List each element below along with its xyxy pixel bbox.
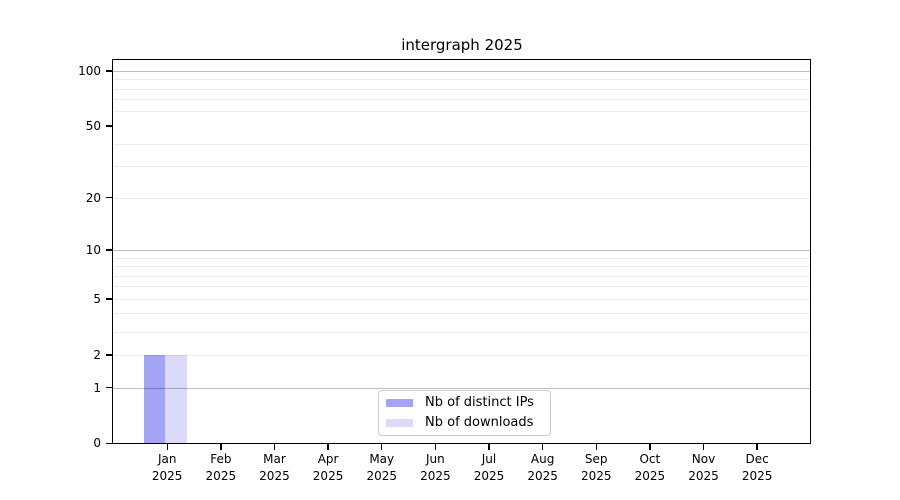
x-tick-label: Mar 2025 bbox=[244, 451, 304, 485]
y-tick-label: 2 bbox=[93, 347, 101, 362]
y-tick-label: 5 bbox=[93, 291, 101, 306]
x-tick-label-month: Jan bbox=[157, 452, 177, 466]
x-tick-label-month: Oct bbox=[639, 452, 661, 466]
x-tick-label-month: May bbox=[369, 452, 395, 466]
legend-swatch-downloads bbox=[386, 419, 413, 427]
x-tick-label: Aug 2025 bbox=[513, 451, 573, 485]
plot-area-border bbox=[112, 59, 811, 444]
x-tick-label-month: Apr bbox=[317, 452, 339, 466]
x-tick-label-year: 2025 bbox=[366, 469, 397, 483]
x-tick bbox=[756, 443, 758, 450]
x-tick-label: Jun 2025 bbox=[405, 451, 465, 485]
legend-item-downloads: Nb of downloads bbox=[379, 413, 550, 433]
x-tick bbox=[595, 443, 597, 450]
x-tick-label: Jan 2025 bbox=[137, 451, 197, 485]
x-tick bbox=[488, 443, 490, 450]
x-tick-label-year: 2025 bbox=[634, 469, 666, 483]
x-tick-label-month: Mar bbox=[263, 452, 286, 466]
y-tick-label: 10 bbox=[85, 242, 101, 257]
x-tick-label-month: Dec bbox=[745, 452, 769, 466]
x-tick-label-year: 2025 bbox=[688, 469, 719, 483]
y-tick-label: 50 bbox=[85, 118, 101, 133]
x-tick-label: Apr 2025 bbox=[298, 451, 358, 485]
x-tick-label-year: 2025 bbox=[205, 469, 237, 483]
x-tick bbox=[381, 443, 383, 450]
x-tick bbox=[702, 443, 705, 450]
x-tick-label-month: Sep bbox=[584, 452, 608, 466]
legend: Nb of distinct IPs Nb of downloads bbox=[378, 390, 551, 436]
x-tick-label: Dec 2025 bbox=[727, 451, 787, 485]
x-tick bbox=[327, 443, 329, 450]
y-tick-label: 1 bbox=[93, 380, 101, 395]
legend-item-distinct-ips: Nb of distinct IPs bbox=[379, 393, 550, 413]
x-tick bbox=[220, 443, 222, 450]
x-tick-label: Jul 2025 bbox=[459, 451, 519, 485]
x-tick-label-month: Aug bbox=[530, 452, 555, 466]
x-tick-label-year: 2025 bbox=[527, 469, 558, 483]
legend-label-downloads: Nb of downloads bbox=[425, 415, 534, 430]
x-tick-label-month: Jun bbox=[425, 452, 445, 466]
y-tick-label: 20 bbox=[85, 190, 101, 205]
legend-swatch-distinct-ips bbox=[386, 399, 413, 407]
x-tick-label-year: 2025 bbox=[151, 469, 183, 483]
y-tick-label: 0 bbox=[93, 436, 101, 450]
x-tick bbox=[273, 443, 276, 450]
x-tick-label-year: 2025 bbox=[741, 469, 773, 483]
x-tick bbox=[434, 443, 437, 450]
x-tick-label-year: 2025 bbox=[420, 469, 451, 483]
x-tick-label: Sep 2025 bbox=[566, 451, 626, 485]
x-tick-label: Oct 2025 bbox=[620, 451, 680, 485]
x-tick-label-month: Feb bbox=[210, 452, 232, 466]
x-tick-label-year: 2025 bbox=[580, 469, 612, 483]
x-tick-label-month: Jul bbox=[481, 452, 497, 466]
x-tick bbox=[541, 443, 544, 450]
x-tick-label-year: 2025 bbox=[312, 469, 344, 483]
chart-title: intergraph 2025 bbox=[401, 36, 523, 54]
x-tick-label-month: Nov bbox=[691, 452, 716, 466]
x-tick bbox=[649, 443, 651, 450]
x-tick-label: May 2025 bbox=[352, 451, 412, 485]
x-tick bbox=[166, 443, 168, 450]
x-tick-label-year: 2025 bbox=[473, 469, 505, 483]
y-tick-label: 100 bbox=[78, 63, 101, 78]
x-tick-label: Nov 2025 bbox=[674, 451, 734, 485]
x-tick-label-year: 2025 bbox=[259, 469, 290, 483]
legend-label-distinct-ips: Nb of distinct IPs bbox=[425, 395, 534, 410]
x-tick-label: Feb 2025 bbox=[191, 451, 251, 485]
